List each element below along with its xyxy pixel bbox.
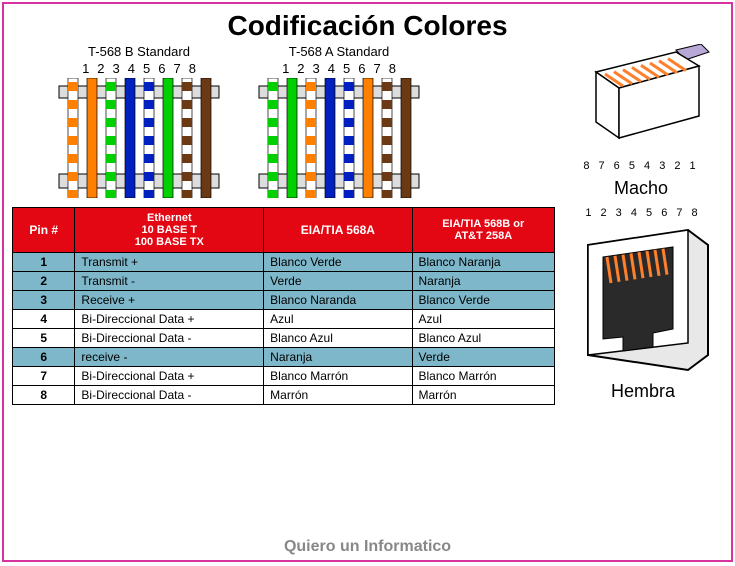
female-pin-numbers: 1 2 3 4 5 6 7 8 bbox=[585, 207, 700, 219]
cell-568b: Blanco Verde bbox=[412, 291, 554, 310]
th-568a: EIA/TIA 568A bbox=[264, 208, 412, 253]
th-eth: Ethernet 10 BASE T 100 BASE TX bbox=[75, 208, 264, 253]
cell-568a: Blanco Naranda bbox=[264, 291, 412, 310]
standard-b-block: T-568 B Standard 12345678 bbox=[54, 44, 224, 199]
male-label: Macho bbox=[614, 178, 668, 199]
cell-pin: 6 bbox=[13, 348, 75, 367]
standard-b-pins: 12345678 bbox=[82, 61, 196, 76]
cell-pin: 7 bbox=[13, 367, 75, 386]
cell-568b: Blanco Azul bbox=[412, 329, 554, 348]
footer-text: Quiero un Informatico bbox=[4, 538, 731, 556]
cell-568b: Blanco Marrón bbox=[412, 367, 554, 386]
cell-eth: Transmit - bbox=[75, 272, 264, 291]
standard-a-block: T-568 A Standard 12345678 bbox=[254, 44, 424, 199]
cell-568a: Naranja bbox=[264, 348, 412, 367]
th-pin: Pin # bbox=[13, 208, 75, 253]
male-connector-block: 8 7 6 5 4 3 2 1 Macho bbox=[561, 44, 721, 199]
female-label: Hembra bbox=[611, 381, 675, 402]
cell-568a: Blanco Marrón bbox=[264, 367, 412, 386]
cell-568a: Azul bbox=[264, 310, 412, 329]
cell-pin: 5 bbox=[13, 329, 75, 348]
frame: Codificación Colores T-568 B Standard 12… bbox=[2, 2, 733, 562]
content-row: Pin # Ethernet 10 BASE T 100 BASE TX EIA… bbox=[4, 199, 731, 405]
table-row: 2 Transmit - Verde Naranja bbox=[13, 272, 555, 291]
table-row: 8 Bi-Direccional Data - Marrón Marrón bbox=[13, 386, 555, 405]
cell-eth: Receive + bbox=[75, 291, 264, 310]
cell-eth: Bi-Direccional Data - bbox=[75, 386, 264, 405]
wire-strip: T-568 B Standard 12345678 T-568 A Standa… bbox=[4, 44, 731, 199]
table-row: 3 Receive + Blanco Naranda Blanco Verde bbox=[13, 291, 555, 310]
cell-568a: Blanco Azul bbox=[264, 329, 412, 348]
cell-568b: Blanco Naranja bbox=[412, 253, 554, 272]
female-connector-icon bbox=[573, 225, 713, 375]
table-row: 6 receive - Naranja Verde bbox=[13, 348, 555, 367]
table-row: 1 Transmit + Blanco Verde Blanco Naranja bbox=[13, 253, 555, 272]
pinout-table-wrap: Pin # Ethernet 10 BASE T 100 BASE TX EIA… bbox=[12, 207, 555, 405]
standard-a-diagram bbox=[254, 78, 424, 198]
page-title: Codificación Colores bbox=[4, 4, 731, 44]
cell-eth: Transmit + bbox=[75, 253, 264, 272]
cell-568b: Verde bbox=[412, 348, 554, 367]
male-connector-icon bbox=[571, 44, 711, 154]
cell-pin: 1 bbox=[13, 253, 75, 272]
cell-568b: Naranja bbox=[412, 272, 554, 291]
pinout-table: Pin # Ethernet 10 BASE T 100 BASE TX EIA… bbox=[12, 207, 555, 405]
standard-a-label: T-568 A Standard bbox=[289, 44, 389, 59]
standard-b-label: T-568 B Standard bbox=[88, 44, 190, 59]
table-row: 4 Bi-Direccional Data + Azul Azul bbox=[13, 310, 555, 329]
cell-pin: 3 bbox=[13, 291, 75, 310]
cell-eth: Bi-Direccional Data + bbox=[75, 367, 264, 386]
cell-pin: 2 bbox=[13, 272, 75, 291]
cell-568b: Azul bbox=[412, 310, 554, 329]
cell-eth: Bi-Direccional Data - bbox=[75, 329, 264, 348]
cell-568a: Blanco Verde bbox=[264, 253, 412, 272]
table-row: 7 Bi-Direccional Data + Blanco Marrón Bl… bbox=[13, 367, 555, 386]
cell-568a: Marrón bbox=[264, 386, 412, 405]
standard-b-diagram bbox=[54, 78, 224, 198]
cell-568b: Marrón bbox=[412, 386, 554, 405]
female-connector-block: 1 2 3 4 5 6 7 8 Hembra bbox=[563, 207, 723, 405]
cell-eth: Bi-Direccional Data + bbox=[75, 310, 264, 329]
cell-pin: 4 bbox=[13, 310, 75, 329]
table-row: 5 Bi-Direccional Data - Blanco Azul Blan… bbox=[13, 329, 555, 348]
cell-pin: 8 bbox=[13, 386, 75, 405]
male-pin-numbers: 8 7 6 5 4 3 2 1 bbox=[583, 160, 698, 172]
th-568b: EIA/TIA 568B or AT&T 258A bbox=[412, 208, 554, 253]
standard-a-pins: 12345678 bbox=[282, 61, 396, 76]
cell-eth: receive - bbox=[75, 348, 264, 367]
cell-568a: Verde bbox=[264, 272, 412, 291]
